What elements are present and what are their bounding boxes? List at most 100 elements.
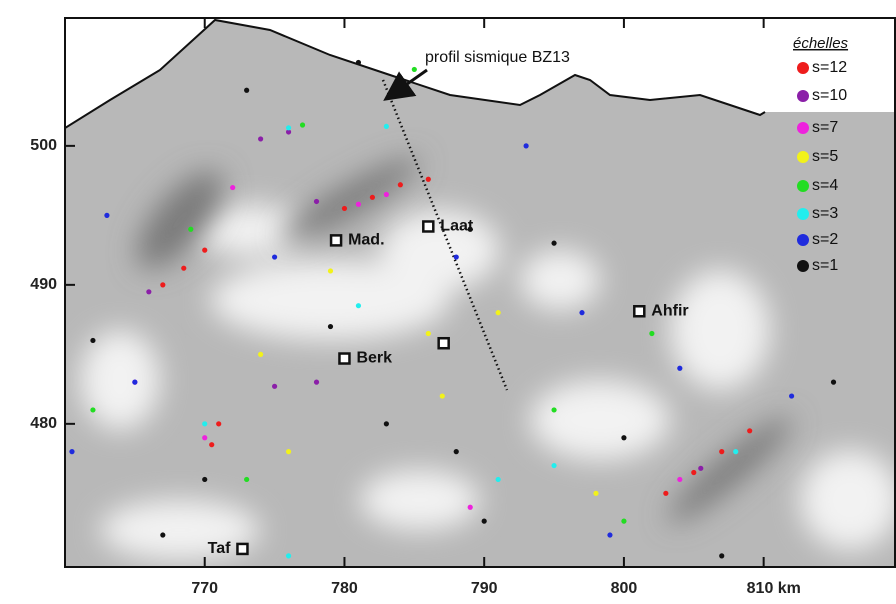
point: [454, 449, 459, 454]
place-marker: [634, 306, 644, 316]
point: [719, 449, 724, 454]
point: [69, 449, 74, 454]
place-marker: [331, 235, 341, 245]
point: [181, 266, 186, 271]
point: [649, 331, 654, 336]
place-label: Taf: [208, 540, 231, 557]
point: [90, 407, 95, 412]
point: [286, 449, 291, 454]
point: [90, 338, 95, 343]
legend-label: s=12: [812, 59, 847, 76]
point: [202, 421, 207, 426]
place-marker: [439, 338, 449, 348]
point: [496, 477, 501, 482]
point: [551, 241, 556, 246]
point: [286, 125, 291, 130]
point: [272, 254, 277, 259]
point: [384, 124, 389, 129]
point: [146, 289, 151, 294]
point: [677, 366, 682, 371]
point: [733, 449, 738, 454]
legend-swatch: [797, 180, 809, 192]
x-tick-label: 800: [611, 580, 638, 597]
point: [328, 324, 333, 329]
point: [384, 192, 389, 197]
place-label: Mad.: [348, 232, 384, 249]
point: [258, 136, 263, 141]
legend-label: s=3: [812, 205, 838, 222]
point: [209, 442, 214, 447]
point: [160, 532, 165, 537]
point: [356, 60, 361, 65]
point: [384, 421, 389, 426]
point: [621, 435, 626, 440]
point: [524, 143, 529, 148]
annotation: profil sismique BZ13: [425, 49, 570, 66]
legend-swatch: [797, 234, 809, 246]
point: [607, 532, 612, 537]
point: [202, 477, 207, 482]
y-tick-label: 490: [30, 276, 57, 293]
point: [747, 428, 752, 433]
point: [831, 380, 836, 385]
place-marker: [423, 221, 433, 231]
point: [356, 303, 361, 308]
point: [426, 331, 431, 336]
point: [328, 268, 333, 273]
point: [440, 393, 445, 398]
place-label: Berk: [356, 350, 392, 367]
x-tick-label: 780: [331, 580, 358, 597]
point: [202, 248, 207, 253]
point: [132, 380, 137, 385]
point: [258, 352, 263, 357]
point: [286, 553, 291, 558]
place-label: Laat: [440, 218, 474, 235]
map: profil sismique BZ13 échelles 770 780 790 8…: [0, 0, 896, 604]
point: [789, 393, 794, 398]
point: [300, 122, 305, 127]
point: [188, 227, 193, 232]
place-label: Ahfir: [651, 302, 688, 319]
point: [412, 67, 417, 72]
point: [356, 202, 361, 207]
legend-label: s=5: [812, 148, 838, 165]
legend-label: s=1: [812, 257, 838, 274]
legend-label: s=4: [812, 177, 838, 194]
point: [314, 380, 319, 385]
legend-swatch: [797, 122, 809, 134]
legend-label: s=2: [812, 231, 838, 248]
relief: [65, 0, 896, 567]
point: [663, 491, 668, 496]
legend-swatch: [797, 151, 809, 163]
point: [370, 195, 375, 200]
point: [579, 310, 584, 315]
point: [468, 505, 473, 510]
point: [454, 254, 459, 259]
point: [496, 310, 501, 315]
x-tick-label: 770: [191, 580, 218, 597]
point: [244, 88, 249, 93]
x-tick-label: 810 km: [747, 580, 801, 597]
point: [691, 470, 696, 475]
legend-swatch: [797, 62, 809, 74]
point: [272, 384, 277, 389]
x-tick-label: 790: [471, 580, 498, 597]
point: [593, 491, 598, 496]
place-marker: [339, 354, 349, 364]
point: [160, 282, 165, 287]
point: [677, 477, 682, 482]
point: [230, 185, 235, 190]
y-tick-label: 480: [30, 415, 57, 432]
legend-label: s=10: [812, 87, 847, 104]
point: [314, 199, 319, 204]
point: [342, 206, 347, 211]
point: [104, 213, 109, 218]
legend-title: échelles: [793, 35, 849, 52]
point: [551, 407, 556, 412]
y-tick-label: 500: [30, 137, 57, 154]
place-marker: [237, 544, 247, 554]
point: [202, 435, 207, 440]
point: [398, 182, 403, 187]
point: [216, 421, 221, 426]
legend-label: s=7: [812, 119, 838, 136]
